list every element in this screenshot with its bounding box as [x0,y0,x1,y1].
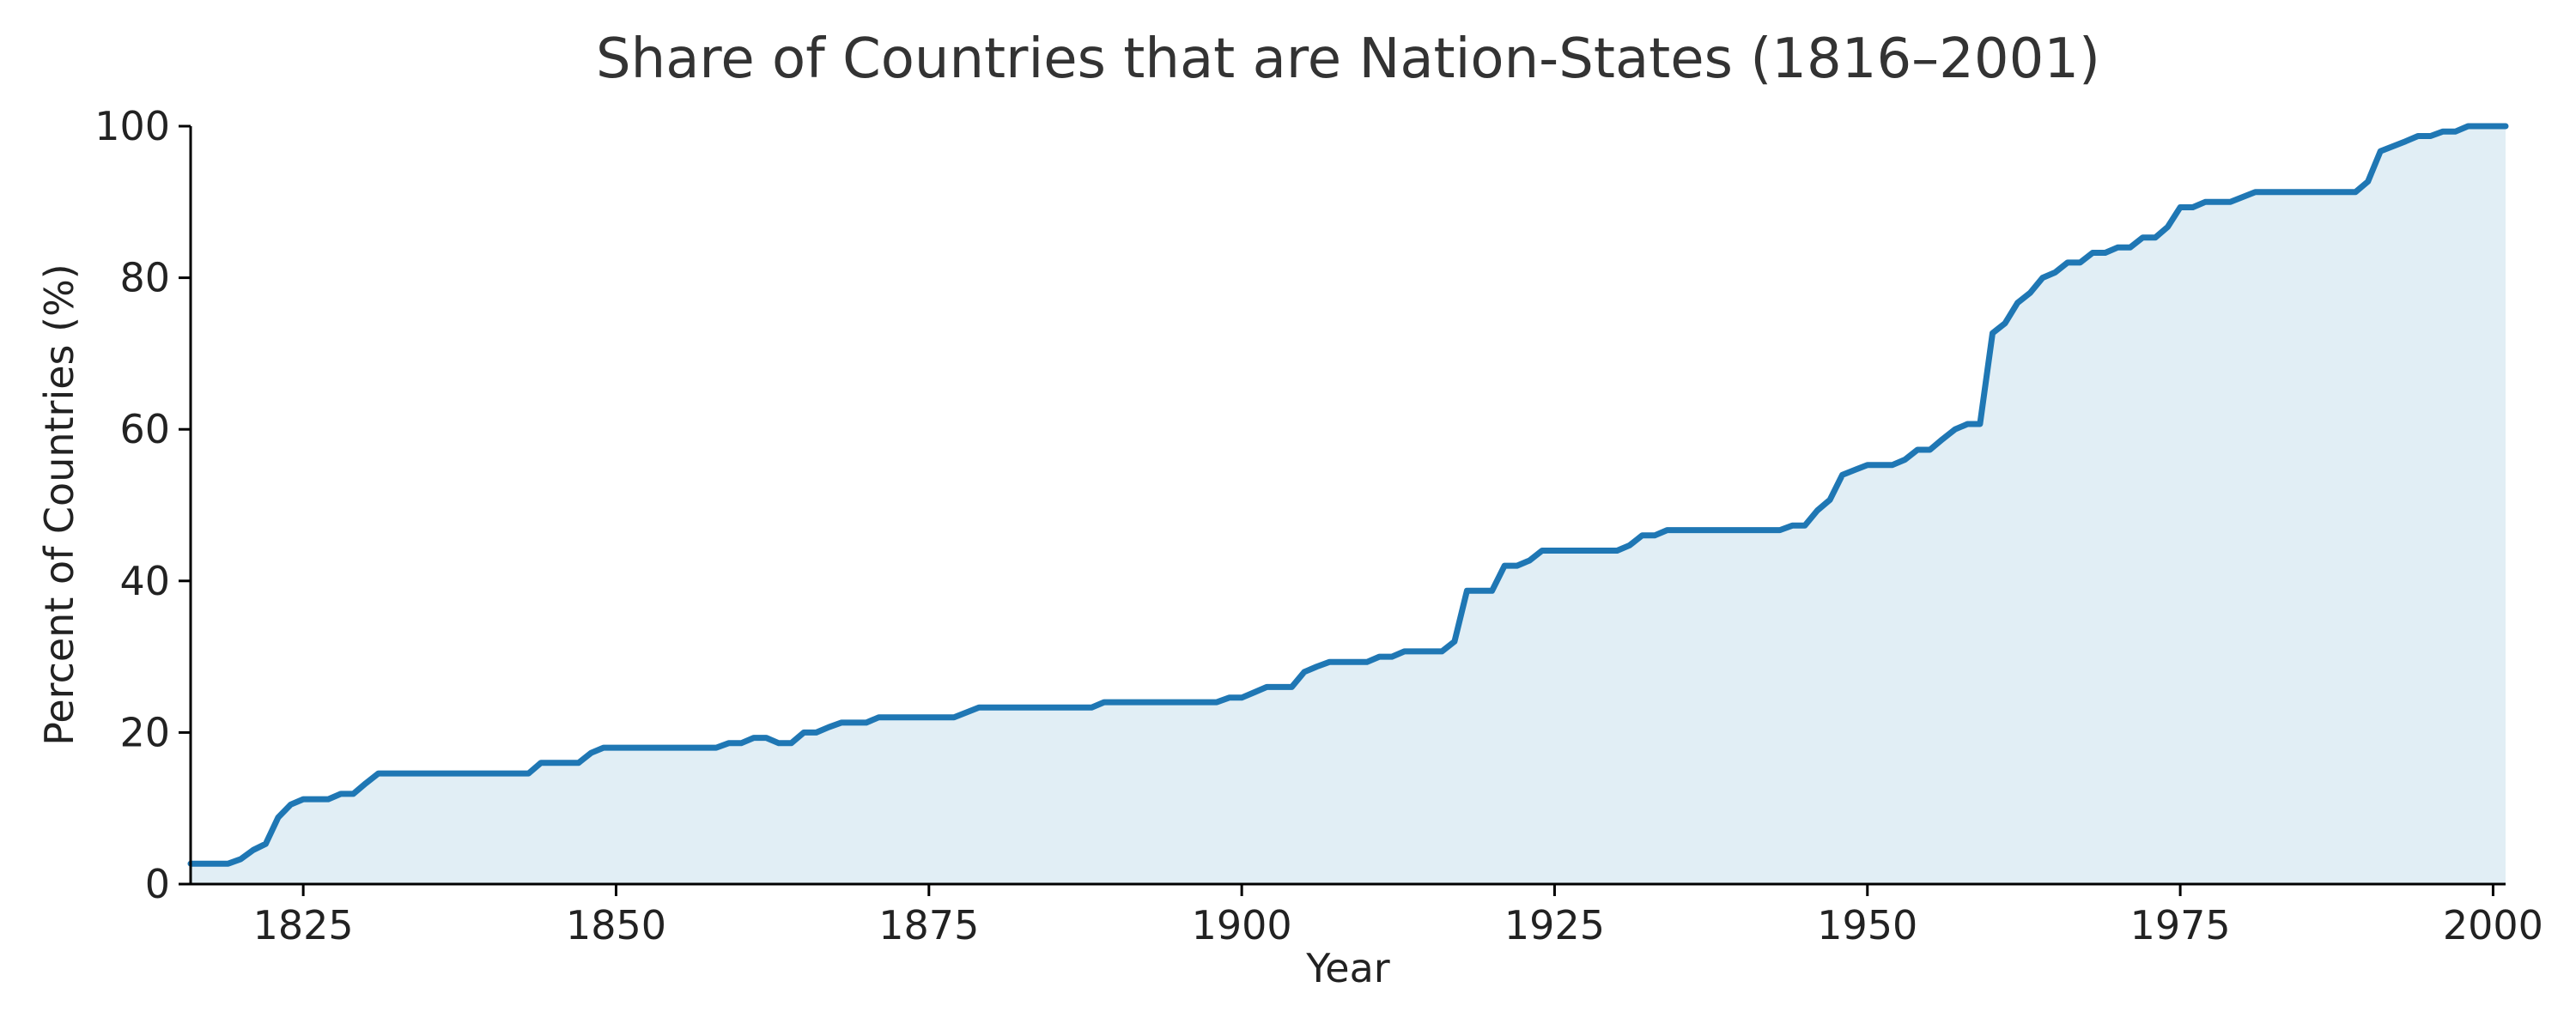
tick-marks: 1825 1850 1875 1900 1925 1950 1975 2000 0 20 40 60 8… [94,103,2543,948]
y-tick-label: 0 [145,861,170,907]
x-tick-label: 2000 [2443,902,2543,948]
x-tick-label: 1925 [1504,902,1605,948]
y-tick-label: 20 [119,709,170,755]
x-tick-label: 1950 [1817,902,1917,948]
series-line-0 [187,123,2509,867]
y-tick-label: 80 [119,255,170,301]
y-tick-label: 100 [94,103,170,149]
y-tick-label: 40 [119,558,170,604]
x-tick-label: 1875 [878,902,979,948]
x-tick-label: 1975 [2130,902,2231,948]
x-tick-label: 1825 [253,902,354,948]
axes [189,126,2506,886]
area-fill-0 [191,126,2506,884]
y-axis-label: Percent of Countries (%) [36,264,82,745]
plot-area [187,123,2509,884]
y-tick-label: 60 [119,406,170,452]
x-tick-label: 1900 [1192,902,1292,948]
x-axis-label: Year [1305,945,1389,991]
x-tick-label: 1850 [566,902,666,948]
chart-title: Share of Countries that are Nation-State… [596,27,2100,91]
